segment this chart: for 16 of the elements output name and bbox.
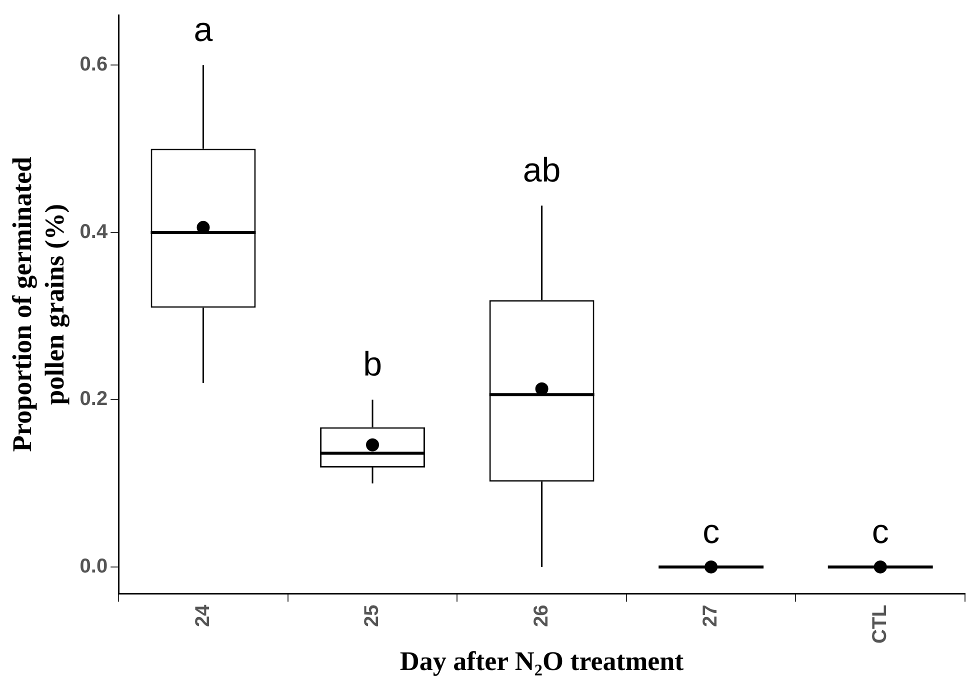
x-tick-label: 26 [530,604,552,627]
x-tick-label: CTL [868,604,891,644]
annotation: c [702,512,720,551]
annotation: a [194,11,213,50]
x-tick-label: 27 [700,604,722,627]
annotation: c [872,512,889,551]
y-tick-label: 0.6 [80,54,108,76]
x-tick-label: 24 [192,604,214,627]
y-tick-label: 0.2 [80,388,108,410]
y-tick-label: 0.4 [80,220,108,243]
y-tick-label: 0.0 [80,555,108,578]
x-tick-label: 25 [361,604,384,627]
x-axis-title: Day after N₂O treatment [400,646,684,676]
annotation: ab [522,152,561,190]
annotation: b [363,346,382,384]
y-axis-title: Proportion of germinated pollen grains (%) [7,156,70,452]
